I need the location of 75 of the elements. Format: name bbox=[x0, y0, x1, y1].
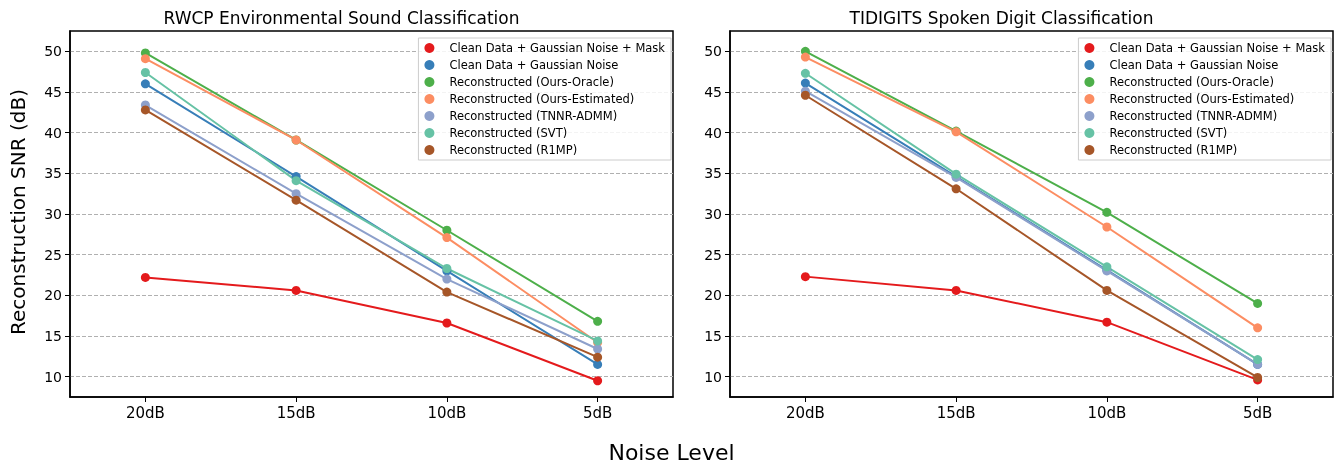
point bbox=[951, 285, 961, 295]
point bbox=[800, 90, 810, 100]
y-tick-label: 15 bbox=[44, 328, 62, 344]
y-tick-label: 10 bbox=[704, 368, 722, 385]
legend-label: Clean Data + Gaussian Noise bbox=[1109, 58, 1279, 72]
y-tick-label: 50 bbox=[704, 43, 722, 60]
legend-label: Reconstructed (Ours-Oracle) bbox=[1109, 75, 1274, 89]
legend-label: Clean Data + Gaussian Noise + Mask bbox=[1109, 41, 1326, 55]
x-tick-label: 15dB bbox=[936, 403, 976, 422]
point bbox=[140, 67, 150, 77]
point bbox=[291, 285, 301, 295]
point bbox=[442, 318, 452, 328]
point bbox=[1253, 355, 1263, 365]
legend-label: Clean Data + Gaussian Noise + Mask bbox=[449, 41, 666, 55]
point bbox=[1253, 323, 1263, 333]
x-tick-label: 20dB bbox=[785, 403, 825, 422]
y-axis-title: Reconstruction SNR (dB) bbox=[6, 88, 30, 337]
y-tick-label: 30 bbox=[704, 206, 722, 222]
y-tick-label: 35 bbox=[44, 165, 62, 182]
x-tick-label: 5dB bbox=[582, 403, 613, 422]
point bbox=[593, 359, 603, 369]
y-tick-label: 10 bbox=[44, 368, 62, 385]
x-tick-label: 5dB bbox=[1242, 403, 1273, 422]
point bbox=[593, 316, 603, 326]
point bbox=[1102, 222, 1112, 232]
y-tick-label: 45 bbox=[704, 84, 722, 100]
point bbox=[593, 352, 603, 362]
point bbox=[442, 287, 452, 297]
legend-label: Reconstructed (TNNR-ADMM) bbox=[449, 109, 618, 123]
x-tick-label: 10dB bbox=[427, 403, 467, 422]
legend-label: Reconstructed (SVT) bbox=[449, 126, 568, 140]
y-tick-label: 45 bbox=[44, 84, 62, 100]
legend-label: Clean Data + Gaussian Noise bbox=[449, 58, 619, 72]
point bbox=[1102, 317, 1112, 327]
point bbox=[140, 79, 150, 89]
point bbox=[442, 274, 452, 284]
legend-label: Reconstructed (R1MP) bbox=[449, 143, 578, 157]
y-tick-label: 30 bbox=[44, 206, 62, 222]
point bbox=[140, 105, 150, 115]
point bbox=[140, 272, 150, 282]
point bbox=[291, 176, 301, 186]
x-tick-label: 15dB bbox=[276, 403, 316, 422]
point bbox=[951, 184, 961, 194]
point bbox=[1253, 298, 1263, 308]
point bbox=[593, 376, 603, 386]
y-tick-label: 40 bbox=[704, 124, 722, 141]
legend-label: Reconstructed (R1MP) bbox=[1109, 143, 1238, 157]
y-tick-label: 40 bbox=[44, 124, 62, 141]
point bbox=[442, 233, 452, 243]
y-tick-label: 20 bbox=[44, 287, 62, 304]
legend-label: Reconstructed (Ours-Estimated) bbox=[449, 92, 635, 106]
point bbox=[800, 52, 810, 62]
chart-title: RWCP Environmental Sound Classification bbox=[163, 7, 520, 28]
y-tick-label: 15 bbox=[704, 328, 722, 344]
point bbox=[1102, 285, 1112, 295]
legend-label: Reconstructed (TNNR-ADMM) bbox=[1109, 109, 1278, 123]
y-tick-label: 25 bbox=[704, 246, 722, 263]
y-tick-label: 35 bbox=[704, 165, 722, 182]
point bbox=[140, 54, 150, 64]
x-tick-label: 20dB bbox=[125, 403, 165, 422]
chart-title: TIDIGITS Spoken Digit Classification bbox=[848, 7, 1154, 28]
x-tick-label: 10dB bbox=[1087, 403, 1127, 422]
y-tick-label: 25 bbox=[44, 246, 62, 263]
point bbox=[800, 272, 810, 282]
point bbox=[1102, 207, 1112, 217]
legend-label: Reconstructed (Ours-Oracle) bbox=[449, 75, 614, 89]
legend-label: Reconstructed (SVT) bbox=[1109, 126, 1228, 140]
y-tick-label: 20 bbox=[704, 287, 722, 304]
point bbox=[800, 78, 810, 88]
x-axis-title: Noise Level bbox=[607, 440, 736, 465]
legend-label: Reconstructed (Ours-Estimated) bbox=[1109, 92, 1295, 106]
point bbox=[593, 344, 603, 354]
point bbox=[800, 68, 810, 78]
point bbox=[291, 195, 301, 205]
y-tick-label: 50 bbox=[44, 43, 62, 60]
